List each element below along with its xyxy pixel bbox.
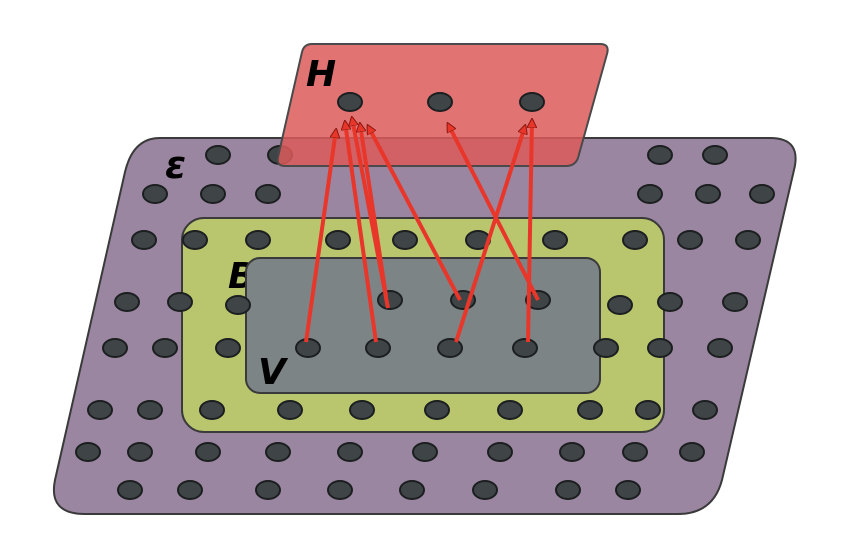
visible-node: [365, 338, 391, 358]
connection-arrow: [366, 126, 462, 301]
environment-node: [559, 442, 585, 462]
environment-label: ε: [165, 143, 186, 187]
environment-node: [487, 442, 513, 462]
boundary-node: [607, 295, 633, 315]
environment-node: [702, 145, 728, 165]
connection-arrow: [360, 124, 388, 297]
environment-node: [735, 230, 761, 250]
environment-node: [692, 400, 718, 420]
environment-node: [622, 442, 648, 462]
environment-node: [177, 480, 203, 500]
connection-arrow: [526, 120, 532, 343]
hidden-node: [519, 92, 545, 112]
hidden-nodes: [337, 92, 545, 112]
environment-node: [707, 338, 733, 358]
environment-node: [749, 184, 775, 204]
environment-node: [722, 292, 748, 312]
environment-node: [327, 480, 353, 500]
environment-node: [399, 480, 425, 500]
environment-node: [555, 480, 581, 500]
boundary-node: [577, 400, 603, 420]
environment-node: [182, 230, 208, 250]
boundary-node: [199, 400, 225, 420]
environment-node: [255, 480, 281, 500]
environment-node: [152, 338, 178, 358]
visible-region: [245, 257, 601, 394]
visible-node: [437, 338, 463, 358]
boundary-node: [593, 338, 619, 358]
environment-node: [255, 184, 281, 204]
connection-arrow: [454, 126, 525, 343]
environment-node: [337, 442, 363, 462]
connection-arrows: [304, 118, 540, 343]
environment-node: [114, 292, 140, 312]
visible-label: V: [258, 352, 289, 393]
visible-node: [377, 290, 403, 310]
environment-node: [472, 480, 498, 500]
environment-node: [200, 184, 226, 204]
environment-node: [117, 480, 143, 500]
environment-node: [677, 230, 703, 250]
environment-node: [131, 230, 157, 250]
environment-node: [265, 442, 291, 462]
environment-node: [695, 184, 721, 204]
environment-node: [102, 338, 128, 358]
connection-arrow: [304, 130, 336, 343]
environment-node: [195, 442, 221, 462]
connection-arrow: [446, 124, 540, 301]
boundary-node: [392, 230, 418, 250]
environment-node: [635, 400, 661, 420]
environment-node: [127, 442, 153, 462]
environment-node: [637, 184, 663, 204]
environment-node: [75, 442, 101, 462]
environment-node: [142, 184, 168, 204]
environment-node: [647, 338, 673, 358]
boundary-node: [497, 400, 523, 420]
boundary-node: [225, 295, 251, 315]
environment-node: [657, 292, 683, 312]
environment-node: [615, 480, 641, 500]
environment-node: [647, 145, 673, 165]
environment-node: [137, 400, 163, 420]
boundary-node: [325, 230, 351, 250]
boundary-node: [245, 230, 271, 250]
hidden-node: [427, 92, 453, 112]
environment-node: [167, 292, 193, 312]
connection-arrow: [345, 122, 378, 343]
environment-node: [205, 145, 231, 165]
boundary-node: [622, 230, 648, 250]
environment-node: [87, 400, 113, 420]
hidden-label: H: [306, 54, 336, 95]
boundary-node: [349, 400, 375, 420]
environment-node: [412, 442, 438, 462]
boundary-node: [542, 230, 568, 250]
boundary-nodes: [199, 230, 648, 420]
boundary-node: [215, 338, 241, 358]
hidden-node: [337, 92, 363, 112]
environment-node: [679, 442, 705, 462]
visible-node: [512, 338, 538, 358]
boundary-node: [424, 400, 450, 420]
boundary-node: [277, 400, 303, 420]
